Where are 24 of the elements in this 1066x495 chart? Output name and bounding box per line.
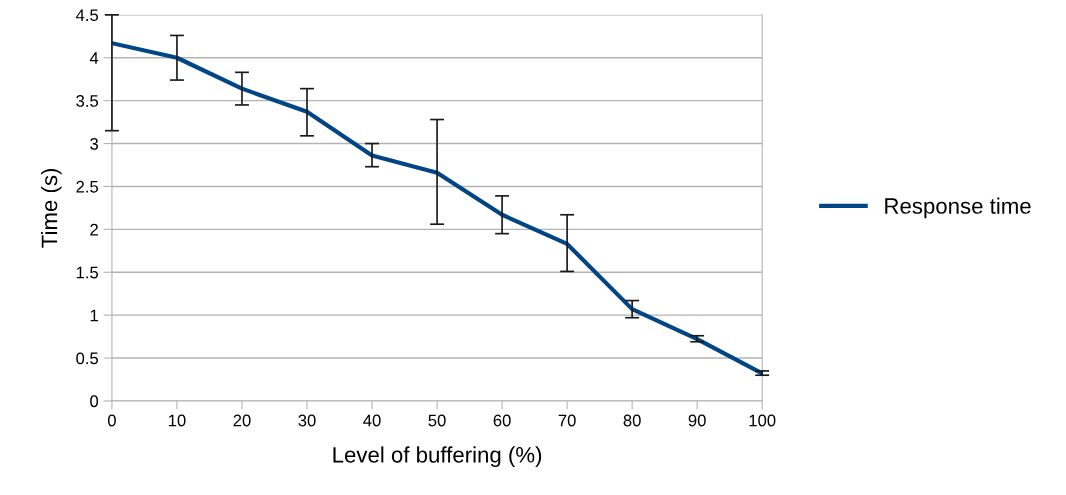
x-tick-label: 60 bbox=[493, 414, 511, 427]
y-tick-label: 1.5 bbox=[76, 266, 99, 279]
x-tick-label: 100 bbox=[749, 414, 776, 427]
y-tick-label: 3.5 bbox=[76, 95, 99, 107]
y-tick-label: 3 bbox=[90, 137, 98, 150]
y-tick-label: 1 bbox=[90, 309, 98, 322]
y-tick-label: 4 bbox=[89, 52, 99, 64]
x-tick-label: 80 bbox=[623, 414, 641, 427]
y-tick-label: 0.5 bbox=[76, 352, 99, 365]
x-tick-label: 10 bbox=[168, 414, 186, 427]
x-tick-label: 30 bbox=[298, 414, 316, 427]
x-tick-label: 40 bbox=[363, 414, 381, 427]
x-tick-label: 20 bbox=[233, 414, 251, 427]
x-axis-title: Level of buffering (%) bbox=[333, 446, 542, 468]
x-tick-label: 0 bbox=[107, 414, 116, 427]
x-tick-label: 50 bbox=[428, 414, 446, 427]
y-axis-title: Time (s) bbox=[40, 168, 62, 248]
x-tick-label: 70 bbox=[558, 414, 576, 427]
y-tick-label: 4.5 bbox=[75, 9, 99, 22]
legend-label: Response time bbox=[885, 197, 1031, 219]
x-tick-label: 90 bbox=[688, 414, 706, 427]
y-tick-label: 2.5 bbox=[76, 180, 99, 193]
y-tick-label: 2 bbox=[90, 223, 98, 236]
y-tick-label: 0 bbox=[90, 395, 99, 408]
